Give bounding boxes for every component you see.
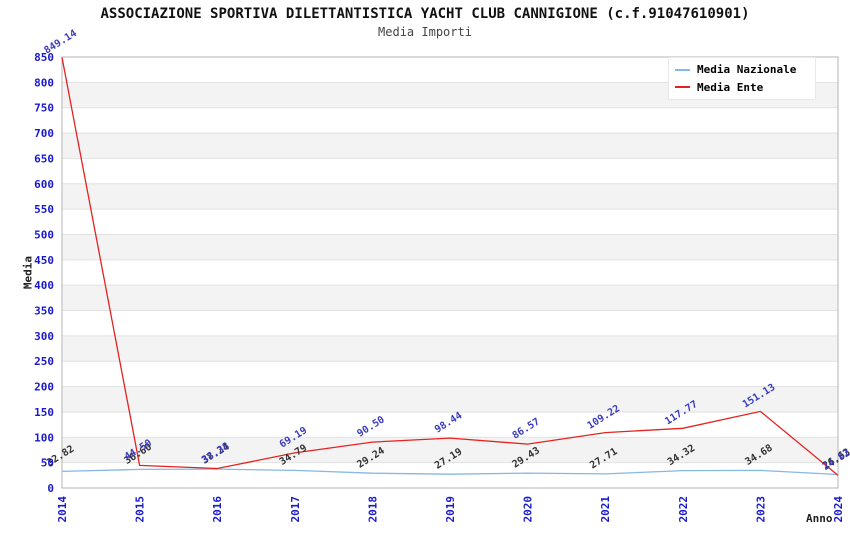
x-tick-label: 2022 [677, 496, 690, 523]
data-label-ente: 98.44 [433, 410, 464, 435]
legend-label-ente: Media Ente [697, 80, 764, 94]
chart-subtitle: Media Importi [378, 25, 472, 39]
series-line-nazionale [61, 468, 839, 476]
y-tick-label: 300 [34, 330, 54, 343]
y-tick-label: 200 [34, 381, 54, 394]
y-tick-label: 100 [34, 431, 54, 444]
plot-border [61, 56, 839, 489]
x-tick-label: 2018 [366, 496, 379, 523]
y-tick-label: 150 [34, 406, 54, 419]
y-axis-label: Media [21, 255, 35, 290]
plot-stripe [62, 437, 838, 463]
y-tick-label: 500 [34, 228, 54, 241]
legend-item-media-ente: Media Ente [675, 79, 809, 97]
series-line-ente [61, 57, 839, 476]
plot-stripe [62, 183, 838, 210]
legend-item-media-nazionale: Media Nazionale [675, 61, 809, 79]
x-axis-label: Anno [806, 512, 833, 525]
plot-stripe [62, 234, 838, 260]
x-tick-label: 2023 [754, 496, 767, 523]
y-tick-label: 250 [34, 355, 54, 368]
y-tick-label: 750 [34, 102, 54, 115]
plot-stripe [62, 386, 838, 412]
chart-title: ASSOCIAZIONE SPORTIVA DILETTANTISTICA YA… [100, 6, 750, 22]
y-tick-label: 450 [34, 254, 54, 267]
plot-stripe [62, 285, 838, 311]
plot-stripe [62, 335, 838, 362]
y-tick-label: 700 [34, 127, 54, 140]
x-tick-label: 2024 [832, 496, 845, 523]
y-tick-label: 600 [34, 178, 54, 191]
x-tick-label: 2016 [211, 496, 224, 523]
legend-swatch-nazionale-icon [675, 68, 690, 71]
x-tick-label: 2020 [522, 496, 535, 523]
y-tick-label: 350 [34, 305, 54, 318]
legend-label-nazionale: Media Nazionale [697, 63, 797, 77]
x-tick-label: 2017 [289, 496, 302, 523]
x-tick-label: 2015 [134, 496, 147, 523]
legend: Media Nazionale Media Ente [668, 57, 816, 100]
data-label-ente: 90.50 [355, 414, 386, 439]
y-tick-label: 400 [34, 279, 54, 292]
x-tick-label: 2019 [444, 496, 457, 523]
plot-stripe [62, 133, 838, 159]
x-tick-label: 2014 [56, 496, 69, 523]
legend-swatch-ente-icon [675, 86, 690, 89]
y-tick-label: 650 [34, 152, 54, 165]
y-tick-label: 550 [34, 203, 54, 216]
y-tick-label: 50 [41, 457, 54, 470]
x-tick-label: 2021 [599, 496, 612, 523]
y-tick-label: 850 [34, 51, 54, 64]
y-tick-label: 800 [34, 76, 54, 89]
y-tick-label: 0 [47, 482, 54, 495]
